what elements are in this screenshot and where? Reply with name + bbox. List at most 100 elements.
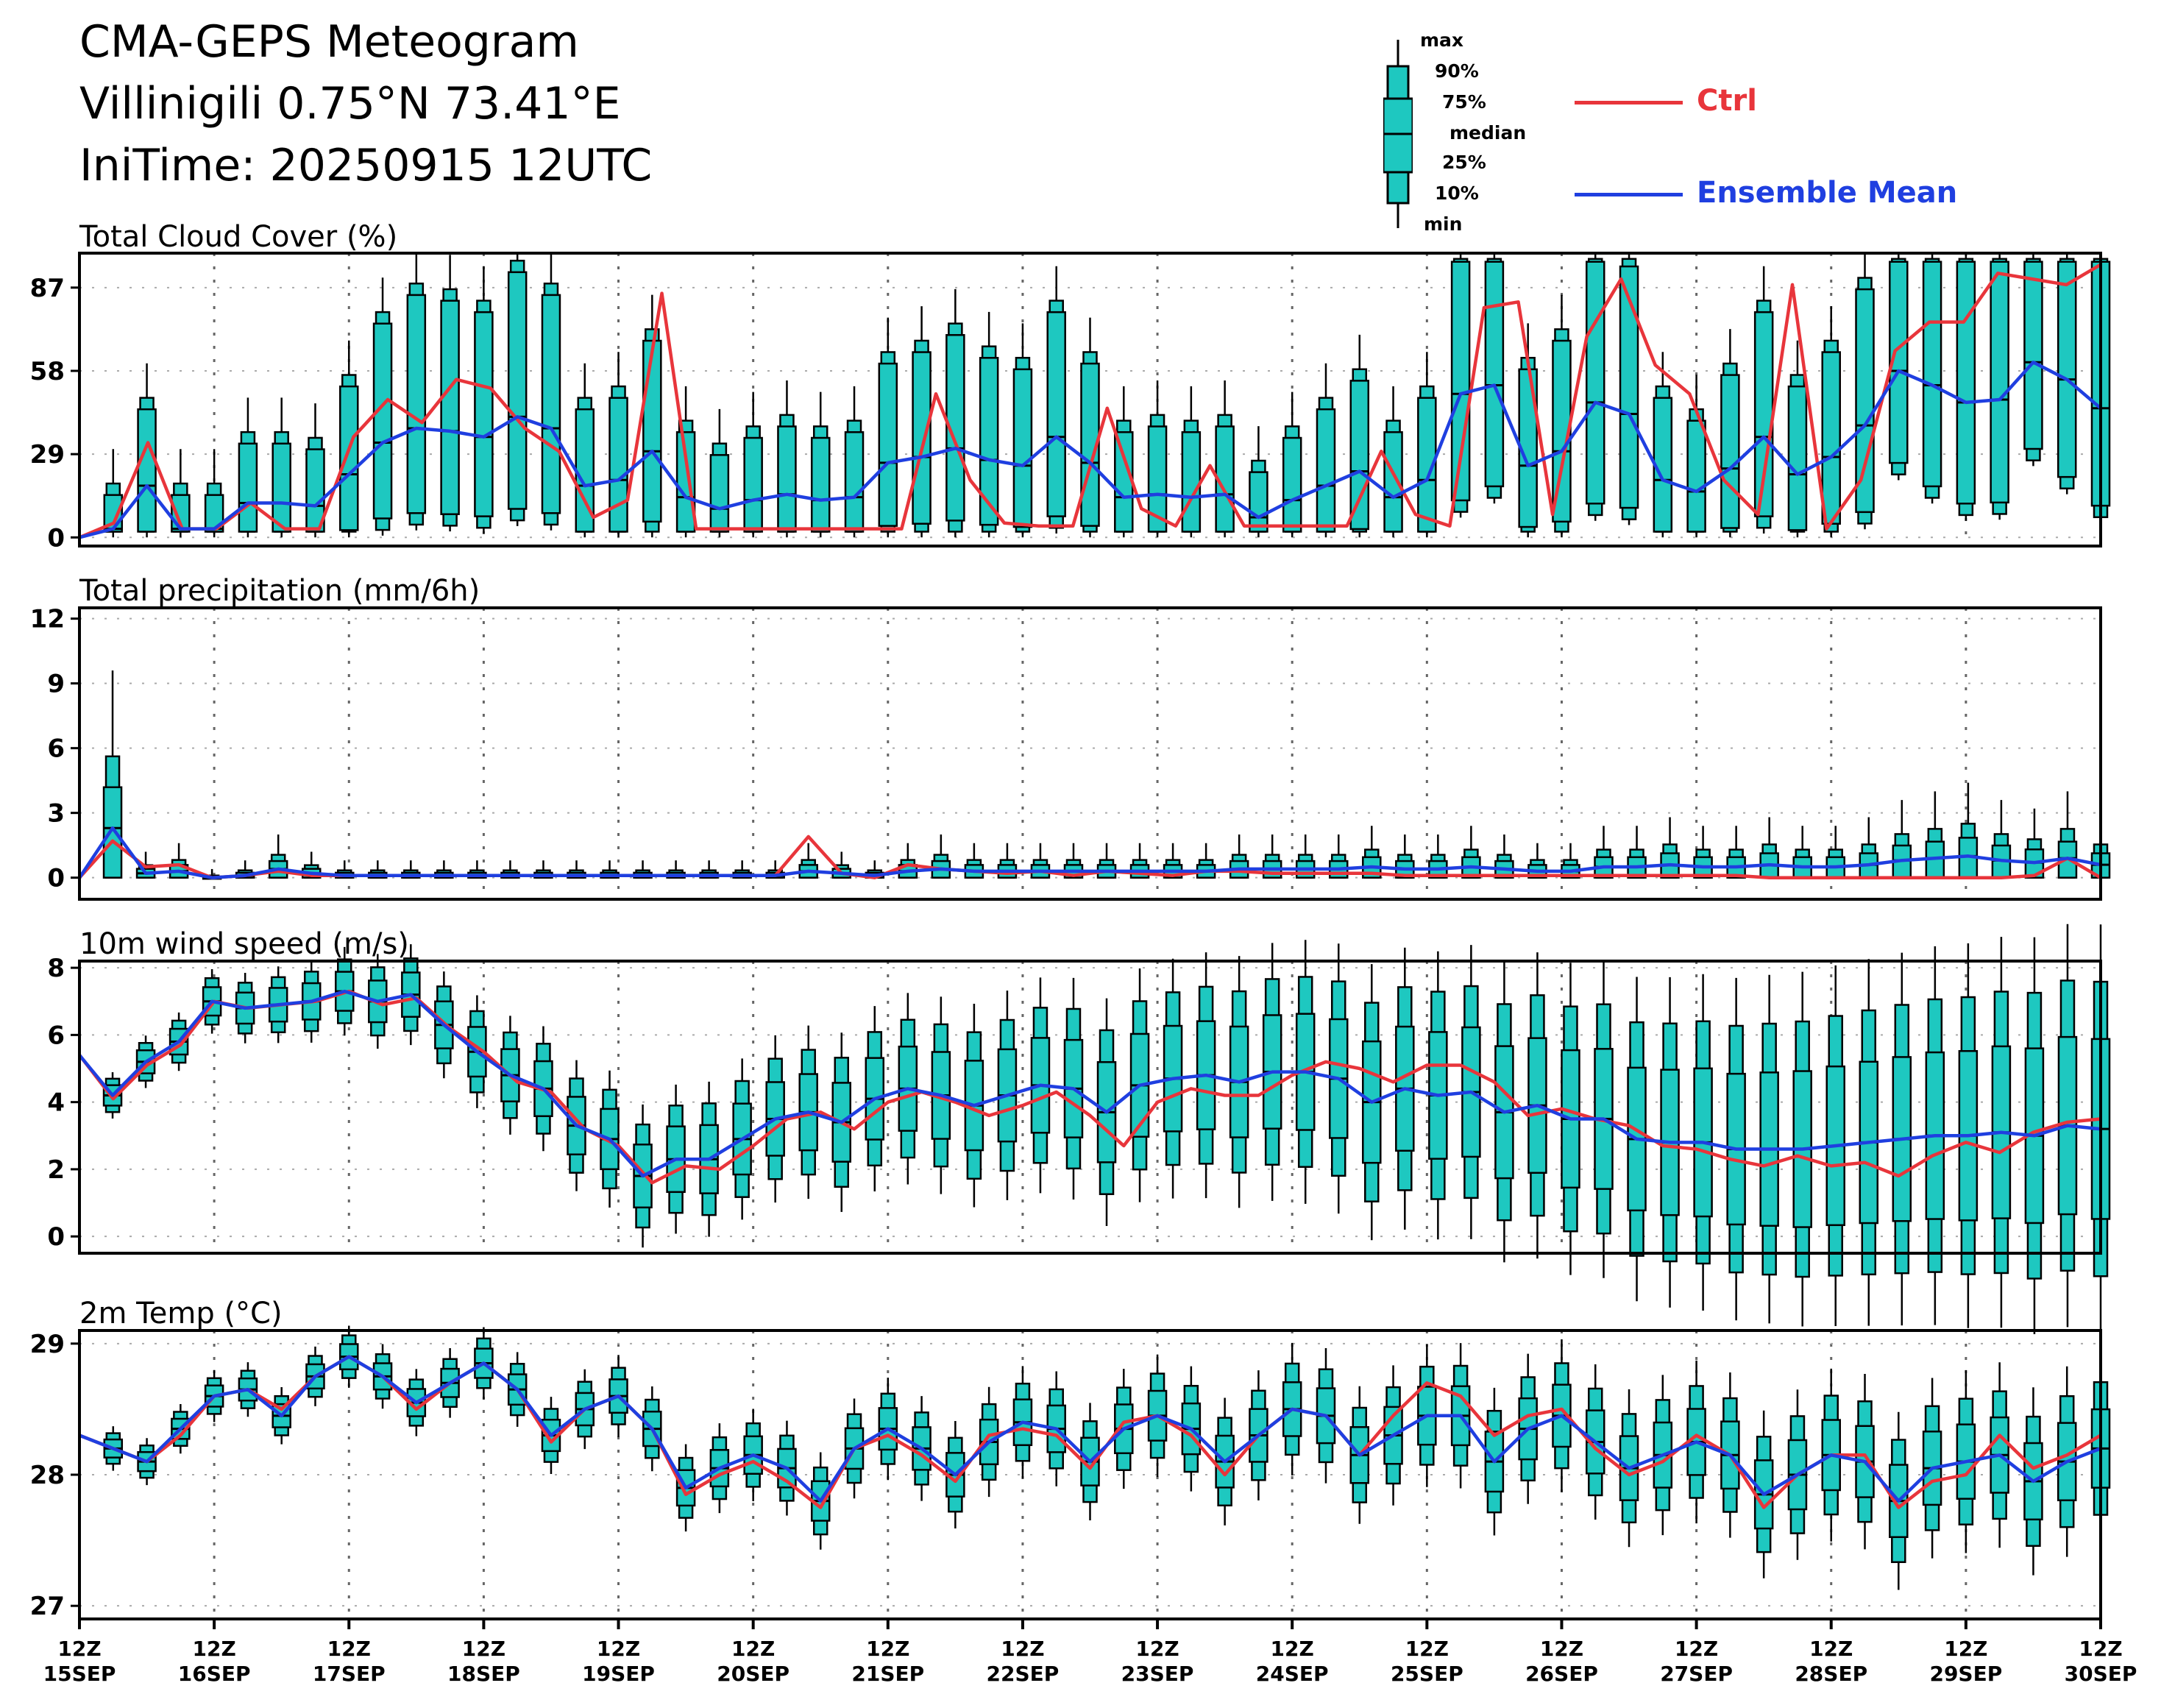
x-tick-label-hour: 12Z (1809, 1637, 1853, 1661)
box-p25-p75 (1855, 288, 1875, 514)
x-tick-label-date: 21SEP (851, 1662, 924, 1686)
location-label: Villinigili 0.75°N 73.41°E (79, 78, 621, 130)
box-p25-p75 (1114, 430, 1134, 533)
x-tick-label-date: 26SEP (1525, 1662, 1598, 1686)
box-p25-p75 (1383, 430, 1403, 533)
x-tick-label-hour: 12Z (597, 1637, 640, 1661)
x-tick-label-date: 20SEP (717, 1662, 789, 1686)
box-p25-p75 (102, 786, 123, 879)
y-tick-label: 58 (30, 357, 65, 386)
box-p25-p75 (1586, 261, 1605, 505)
legend-p25-label: 25% (1442, 152, 1486, 173)
y-tick-label: 0 (47, 864, 65, 893)
box-p25-p75 (1181, 430, 1202, 533)
x-tick-label-date: 30SEP (2065, 1662, 2137, 1686)
box-p25-p75 (1282, 436, 1302, 533)
box-p25-p75 (1686, 419, 1706, 533)
panel-title: Total precipitation (mm/6h) (79, 574, 480, 608)
box-p25-p75 (709, 454, 730, 533)
y-tick-label: 2 (47, 1155, 65, 1185)
x-tick-label-date: 24SEP (1256, 1662, 1329, 1686)
box-p25-p75 (810, 436, 831, 533)
box-p25-p75 (507, 271, 528, 510)
x-tick-label-date: 27SEP (1660, 1662, 1733, 1686)
y-tick-label: 6 (47, 734, 65, 764)
x-tick-label-hour: 12Z (57, 1637, 101, 1661)
box-p25-p75 (777, 425, 797, 533)
box-p25-p75 (1012, 368, 1033, 528)
x-tick-label-date: 28SEP (1795, 1662, 1867, 1686)
box-p25-p75 (642, 339, 662, 523)
x-tick-label-hour: 12Z (1271, 1637, 1314, 1661)
box-p25-p75 (878, 362, 898, 527)
x-tick-label-date: 25SEP (1391, 1662, 1463, 1686)
box-legend-icon (1383, 40, 1413, 228)
x-tick-label-hour: 12Z (1944, 1637, 1987, 1661)
box-p25-p75 (238, 442, 258, 533)
y-tick-label: 9 (47, 670, 65, 699)
y-tick-label: 29 (30, 440, 65, 469)
box-p25-p75 (1821, 351, 1841, 525)
x-tick-label-date: 16SEP (178, 1662, 251, 1686)
box-p25-p75 (912, 351, 932, 525)
x-tick-label-hour: 12Z (1675, 1637, 1718, 1661)
panel-title: 2m Temp (°C) (79, 1297, 283, 1330)
y-tick-label: 29 (30, 1330, 65, 1359)
ensemble-mean-series-line (79, 361, 2102, 539)
box-p25-p75 (1316, 408, 1336, 533)
ensemble-mean-series-line (79, 1355, 2101, 1503)
x-tick-label-hour: 12Z (1001, 1637, 1044, 1661)
legend-ctrl-label: Ctrl (1697, 84, 1757, 118)
box-p25-p75 (440, 300, 460, 515)
box-p25-p75 (1249, 471, 1268, 533)
y-tick-label: 27 (30, 1592, 65, 1621)
x-tick-label-hour: 12Z (2079, 1637, 2122, 1661)
box-p25-p75 (844, 430, 865, 533)
x-tick-label-date: 15SEP (43, 1662, 116, 1686)
box-p25-p75 (406, 294, 427, 514)
x-tick-label-hour: 12Z (1540, 1637, 1583, 1661)
box-p25-p75 (1484, 261, 1505, 488)
y-tick-label: 0 (47, 523, 65, 553)
box-p25-p75 (743, 436, 763, 533)
ensemble-mean-series-line (78, 826, 2101, 879)
panel-title: 10m wind speed (m/s) (79, 927, 409, 961)
legend-max-label: max (1420, 29, 1464, 51)
y-tick-label: 28 (30, 1461, 65, 1490)
x-tick-label-date: 19SEP (582, 1662, 655, 1686)
box-p25-p75 (372, 322, 393, 520)
box-p25-p75 (2023, 261, 2043, 450)
y-tick-label: 0 (47, 1222, 65, 1252)
box-p25-p75 (272, 442, 291, 533)
legend-p75-label: 75% (1442, 91, 1486, 113)
legend-p90-label: 90% (1435, 60, 1479, 82)
panel-frame (78, 252, 2102, 548)
box-p25-p75 (1956, 261, 1976, 505)
x-tick-label-date: 18SEP (447, 1662, 520, 1686)
legend-mean-line (1575, 193, 1683, 196)
legend-median-label: median (1449, 122, 1527, 143)
x-tick-label-date: 23SEP (1121, 1662, 1194, 1686)
box-p25-p75 (339, 385, 359, 531)
box-p25-p75 (2057, 261, 2077, 478)
y-tick-label: 12 (30, 605, 65, 634)
panel-frame (78, 1329, 2102, 1620)
ctrl-series-line (79, 1355, 2102, 1509)
x-tick-label-hour: 12Z (462, 1637, 505, 1661)
y-tick-label: 8 (47, 954, 65, 983)
legend-mean-label: Ensemble Mean (1697, 176, 1958, 210)
y-tick-label: 3 (47, 799, 65, 829)
box-p25-p75 (137, 408, 157, 533)
box-p25-p75 (1922, 261, 1942, 488)
panel-frame (78, 960, 2102, 1255)
chart-title: CMA-GEPS Meteogram (79, 16, 579, 68)
x-tick-label-date: 17SEP (313, 1662, 386, 1686)
box-p25-p75 (1046, 311, 1066, 517)
box-p25-p75 (1215, 425, 1235, 533)
box-p25-p75 (305, 448, 325, 533)
box-p25-p75 (1619, 265, 1639, 509)
init-time-label: IniTime: 20250915 12UTC (79, 140, 653, 191)
ensemble-mean-series-line (78, 989, 2101, 1178)
box-p25-p75 (474, 311, 494, 517)
